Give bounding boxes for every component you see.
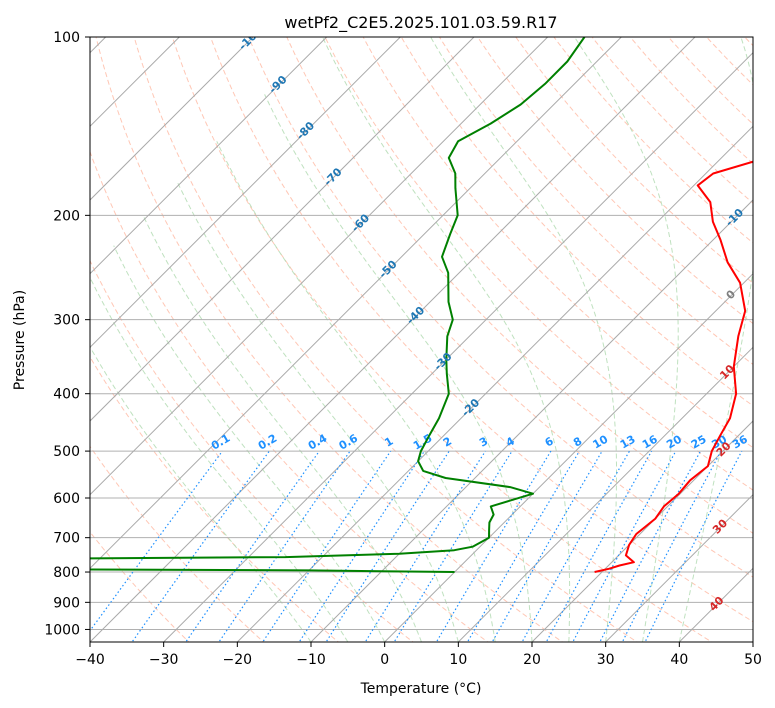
- mixing-ratio-line: [298, 450, 425, 642]
- isotherm: [605, 493, 753, 642]
- dry-adiabat: [438, 37, 753, 366]
- x-tick-label: −20: [223, 652, 253, 668]
- dry-adiabat: [324, 37, 753, 491]
- isotherm: [457, 346, 753, 642]
- x-axis-label: Temperature (°C): [360, 681, 482, 697]
- dry-adiabat: [400, 37, 753, 407]
- mixing-ratio-line: [131, 450, 270, 642]
- isotherm: [90, 37, 622, 570]
- mixing-ratio-line: [218, 450, 351, 642]
- dry-adiabat: [90, 531, 190, 642]
- y-tick-label: 800: [53, 565, 80, 581]
- isotherm: [384, 272, 753, 642]
- isotherm: [90, 37, 475, 422]
- y-axis-label: Pressure (hPa): [12, 290, 28, 390]
- x-tick-label: 40: [670, 652, 688, 668]
- moist-adiabat: [90, 276, 349, 642]
- moist-adiabat: [430, 37, 617, 642]
- mixing-ratio-line: [393, 450, 513, 642]
- dry-adiabat: [90, 445, 265, 642]
- profiles: [90, 37, 753, 573]
- dry-adiabat: [133, 37, 638, 642]
- dry-adiabat: [286, 37, 753, 534]
- x-tick-label: 20: [523, 652, 541, 668]
- plot-frame: [89, 36, 754, 643]
- moist-adiabat: [176, 180, 459, 642]
- isotherm: [163, 51, 753, 642]
- mixing-ratio-line: [185, 450, 320, 642]
- dry-adiabat: [248, 37, 753, 578]
- dewpoint-profile: [90, 37, 586, 573]
- x-tick-label: −30: [149, 652, 179, 668]
- y-tick-label: 700: [53, 531, 80, 547]
- x-tick-label: 0: [380, 652, 389, 668]
- y-tick-label: 600: [53, 491, 80, 507]
- moist-adiabat: [142, 215, 422, 642]
- dry-adiabat: [629, 37, 753, 165]
- moist-adiabat: [678, 37, 753, 642]
- moist-adiabat: [264, 94, 533, 642]
- moist-adiabat: [574, 37, 679, 642]
- mixing-ratio-line: [325, 450, 450, 642]
- x-axis-ticks: −40 −30 −20 −10 0 10 20 30 40 50: [75, 642, 762, 668]
- isotherm: [90, 37, 401, 349]
- y-tick-label: 300: [53, 313, 80, 329]
- moist-adiabat: [90, 345, 312, 642]
- isotherm: [531, 420, 753, 642]
- y-tick-label: 100: [53, 30, 80, 46]
- x-tick-label: 50: [744, 652, 762, 668]
- x-tick-label: 30: [597, 652, 615, 668]
- dry-adiabat: [90, 150, 489, 642]
- isotherm: [90, 37, 696, 642]
- y-tick-label: 1000: [44, 622, 80, 638]
- mixing-ratio-line: [572, 450, 677, 642]
- dry-adiabat: [95, 37, 564, 642]
- y-tick-label: 400: [53, 387, 80, 403]
- background-lines: 0.1 0.2 0.4 0.6 1 1.5 2 3 4 6 8 10 13 16 20 25 30 36: [90, 37, 753, 642]
- mixing-ratio-line: [466, 450, 580, 642]
- x-tick-label: 10: [449, 652, 467, 668]
- isotherm: [236, 125, 753, 642]
- y-axis-ticks: 100 200 300 400 500 600 700 800 900 1000: [44, 30, 90, 638]
- y-tick-label: 900: [53, 595, 80, 611]
- mixing-ratio-line: [90, 450, 223, 632]
- mixing-ratio-line: [262, 450, 392, 642]
- dry-adiabat: [515, 37, 753, 284]
- dry-adiabat: [209, 37, 753, 623]
- x-tick-label: −40: [75, 652, 105, 668]
- x-tick-label: −10: [296, 652, 326, 668]
- isotherm: [90, 37, 549, 496]
- y-tick-label: 200: [53, 208, 80, 224]
- isotherm: [90, 37, 328, 275]
- moist-adiabat: [322, 37, 571, 642]
- chart-title: wetPf2_C2E5.2025.101.03.59.R17: [284, 13, 557, 33]
- isotherm: [90, 37, 254, 201]
- mixing-ratio-line: [621, 450, 722, 642]
- moist-adiabat: [113, 245, 386, 642]
- mixing-ratio-line: [364, 450, 486, 642]
- isotherm: [310, 199, 753, 642]
- y-tick-label: 500: [53, 444, 80, 460]
- temperature-profile: [594, 160, 753, 573]
